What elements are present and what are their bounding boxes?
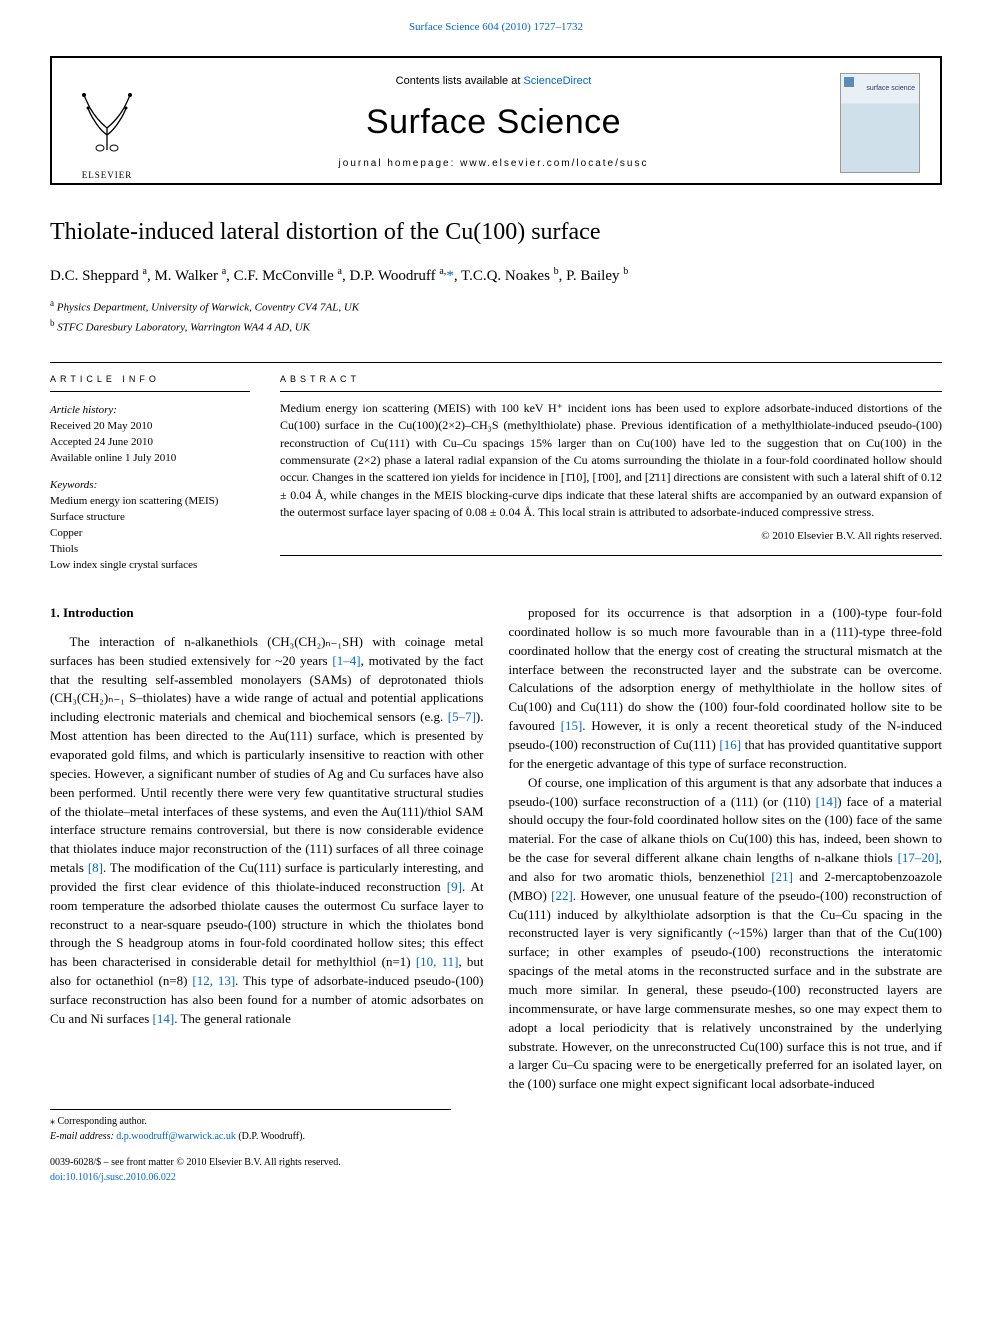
publisher-logo: ELSEVIER: [72, 85, 142, 160]
body-paragraph-3: Of course, one implication of this argum…: [509, 774, 943, 1094]
affiliation: a Physics Department, University of Warw…: [50, 297, 942, 317]
journal-homepage-url: www.elsevier.com/locate/susc: [460, 158, 648, 169]
online-date: Available online 1 July 2010: [50, 451, 250, 467]
article-title: Thiolate-induced lateral distortion of t…: [50, 215, 942, 250]
authors-list: D.C. Sheppard a, M. Walker a, C.F. McCon…: [50, 265, 942, 288]
accepted-date: Accepted 24 June 2010: [50, 435, 250, 451]
affiliation: b STFC Daresbury Laboratory, Warrington …: [50, 317, 942, 337]
citation-ref[interactable]: [5–7]: [448, 709, 476, 724]
citation-ref[interactable]: [1–4]: [332, 653, 360, 668]
abstract-text: Medium energy ion scattering (MEIS) with…: [280, 400, 942, 522]
body-text: 1. Introduction The interaction of n-alk…: [50, 604, 942, 1094]
header-citation: Surface Science 604 (2010) 1727–1732: [409, 21, 583, 33]
journal-cover-thumbnail: [840, 73, 920, 173]
citation-ref[interactable]: [21]: [771, 869, 793, 884]
keywords-list: Medium energy ion scattering (MEIS)Surfa…: [50, 494, 250, 574]
keyword-item: Thiols: [50, 542, 250, 558]
citation-ref[interactable]: [8]: [88, 860, 103, 875]
citation-ref[interactable]: [22]: [551, 888, 573, 903]
article-info-sidebar: article info Article history: Received 2…: [50, 373, 250, 574]
email-label: E-mail address:: [50, 1131, 114, 1142]
keyword-item: Copper: [50, 526, 250, 542]
abstract-column: abstract Medium energy ion scattering (M…: [280, 373, 942, 574]
keywords-label: Keywords:: [50, 478, 250, 494]
citation-ref[interactable]: [9]: [447, 879, 462, 894]
journal-name: Surface Science: [167, 98, 820, 147]
publisher-name: ELSEVIER: [72, 169, 142, 182]
article-info-header: article info: [50, 373, 250, 392]
bottom-metadata: 0039-6028/$ – see front matter © 2010 El…: [50, 1156, 942, 1185]
abstract-header: abstract: [280, 373, 942, 392]
keyword-item: Medium energy ion scattering (MEIS): [50, 494, 250, 510]
body-paragraph-2: proposed for its occurrence is that adso…: [509, 604, 943, 774]
issn-copyright-line: 0039-6028/$ – see front matter © 2010 El…: [50, 1156, 942, 1171]
citation-ref[interactable]: [14]: [153, 1011, 175, 1026]
body-paragraph-1: The interaction of n-alkanethiols (CH₃(C…: [50, 633, 484, 1029]
corr-author-label: ⁎ Corresponding author.: [50, 1115, 451, 1130]
section-1-title: 1. Introduction: [50, 604, 484, 623]
citation-ref[interactable]: [17–20]: [898, 850, 939, 865]
abstract-copyright: © 2010 Elsevier B.V. All rights reserved…: [280, 529, 942, 556]
received-date: Received 20 May 2010: [50, 419, 250, 435]
journal-homepage-line: journal homepage: www.elsevier.com/locat…: [167, 157, 820, 172]
citation-ref[interactable]: [15]: [561, 718, 583, 733]
contents-available-line: Contents lists available at ScienceDirec…: [167, 74, 820, 90]
running-header: Surface Science 604 (2010) 1727–1732: [0, 0, 992, 46]
sciencedirect-link[interactable]: ScienceDirect: [523, 75, 591, 87]
citation-ref[interactable]: [16]: [719, 737, 741, 752]
doi: doi:10.1016/j.susc.2010.06.022: [50, 1171, 942, 1186]
keyword-item: Surface structure: [50, 510, 250, 526]
corr-author-name: (D.P. Woodruff).: [238, 1131, 305, 1142]
journal-masthead: ELSEVIER Contents lists available at Sci…: [50, 56, 942, 185]
corr-author-email[interactable]: d.p.woodruff@warwick.ac.uk: [116, 1131, 236, 1142]
cover-flag-icon: [844, 77, 854, 87]
citation-ref[interactable]: [14]: [816, 794, 838, 809]
elsevier-tree-icon: [72, 85, 142, 160]
masthead-center: Contents lists available at ScienceDirec…: [167, 74, 820, 172]
citation-ref[interactable]: [12, 13]: [192, 973, 235, 988]
affiliations: a Physics Department, University of Warw…: [50, 297, 942, 336]
article-history-label: Article history:: [50, 404, 117, 416]
citation-ref[interactable]: [10, 11]: [416, 954, 459, 969]
keyword-item: Low index single crystal surfaces: [50, 558, 250, 574]
corresponding-author-footnote: ⁎ Corresponding author. E-mail address: …: [50, 1109, 451, 1144]
